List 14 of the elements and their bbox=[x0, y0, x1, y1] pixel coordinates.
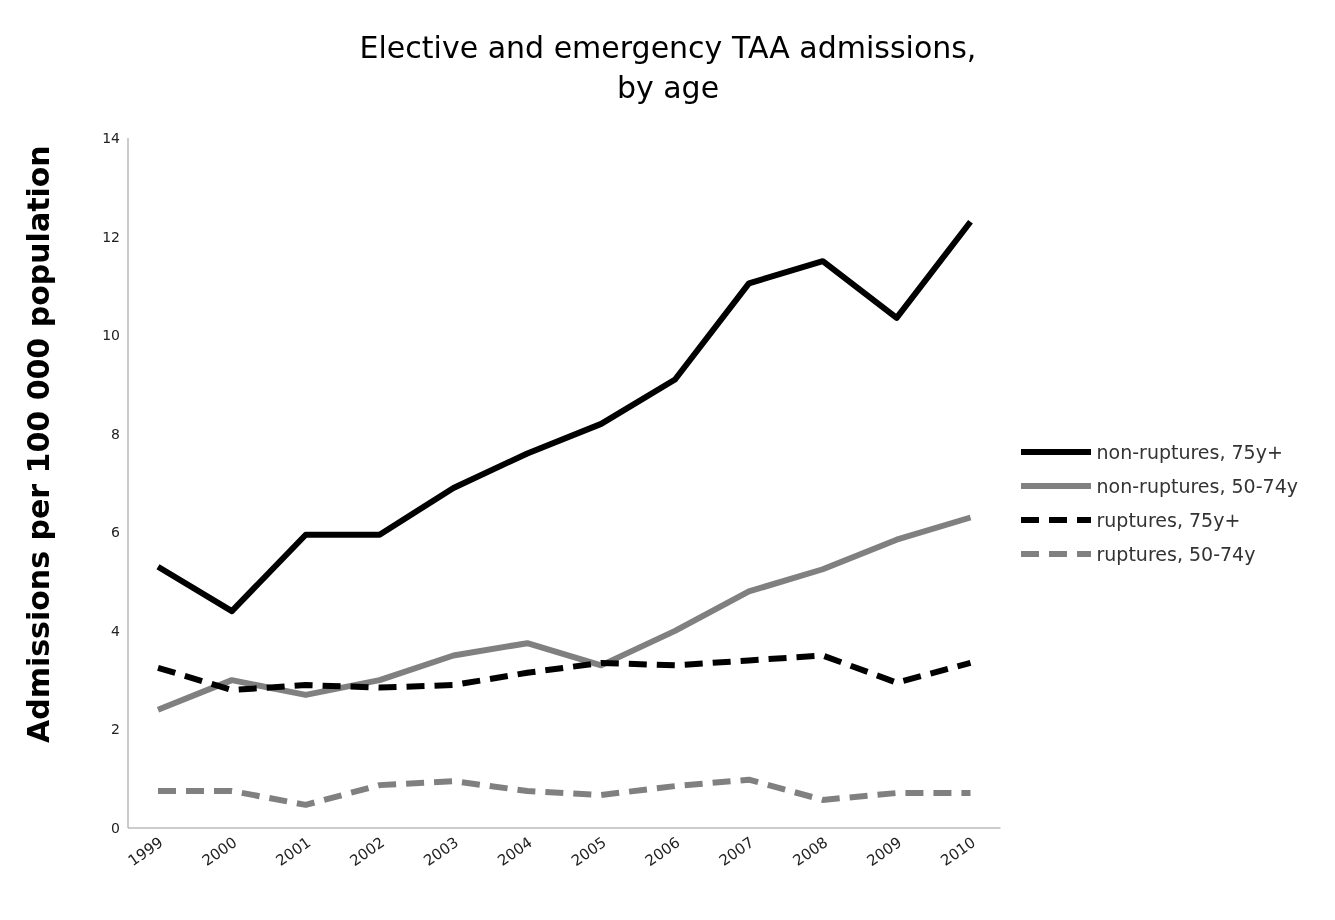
y-tick-label: 12 bbox=[102, 228, 120, 245]
legend-label: non-ruptures, 50-74y bbox=[1096, 474, 1298, 499]
legend-label: ruptures, 75y+ bbox=[1096, 508, 1241, 533]
y-tick-label: 6 bbox=[111, 524, 121, 541]
y-tick-label: 4 bbox=[111, 622, 121, 639]
y-tick-label: 0 bbox=[111, 819, 120, 836]
y-tick-label: 14 bbox=[102, 129, 121, 146]
legend-label: ruptures, 50-74y bbox=[1096, 542, 1256, 567]
y-tick-label: 8 bbox=[111, 425, 120, 442]
chart-title: Elective and emergency TAA admissions, by age bbox=[358, 29, 978, 107]
y-axis-title: Admissions per 100 000 population bbox=[20, 145, 56, 743]
y-tick-label: 10 bbox=[102, 327, 120, 344]
y-tick-label: 2 bbox=[111, 721, 120, 738]
legend-label: non-ruptures, 75y+ bbox=[1096, 440, 1283, 465]
